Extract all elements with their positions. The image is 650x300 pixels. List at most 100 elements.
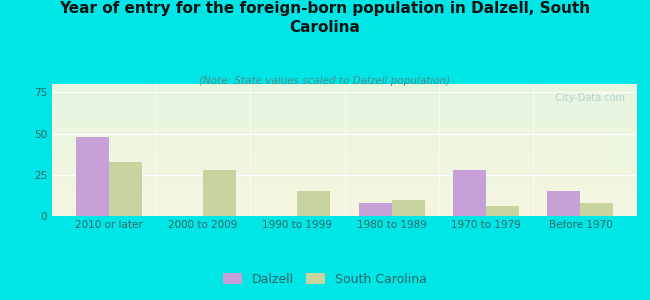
Bar [52,114,637,115]
Bar [52,104,637,105]
Bar [52,175,637,176]
Bar [52,214,637,215]
Bar [52,213,637,214]
Bar [52,202,637,203]
Bar [52,112,637,113]
Bar [52,195,637,196]
Bar [52,210,637,211]
Bar [52,102,637,103]
Bar [52,154,637,155]
Text: (Note: State values scaled to Dalzell population): (Note: State values scaled to Dalzell po… [200,76,450,86]
Bar [52,115,637,116]
Bar [52,179,637,180]
Bar [52,165,637,166]
Bar [52,172,637,173]
Bar [52,141,637,142]
Bar [52,86,637,87]
Bar [52,208,637,209]
Bar [52,204,637,205]
Bar [52,100,637,101]
Bar [52,184,637,185]
Bar [52,150,637,151]
Bar [52,145,637,146]
Bar [52,108,637,109]
Bar [52,176,637,177]
Bar [52,122,637,123]
Bar [52,149,637,150]
Bar [52,88,637,89]
Bar [52,105,637,106]
Bar [52,142,637,143]
Bar [52,118,637,119]
Bar [52,135,637,136]
Bar [52,181,637,182]
Bar [52,192,637,193]
Bar [52,170,637,171]
Bar [486,206,519,216]
Bar [52,124,637,125]
Bar [52,203,637,204]
Text: City-Data.com: City-Data.com [549,93,625,103]
Bar [52,187,637,188]
Bar [52,178,637,179]
Bar [52,155,637,156]
Bar [359,203,392,216]
Bar [52,92,637,93]
Bar [52,87,637,88]
Bar [52,191,637,192]
Bar [52,185,637,186]
Bar [52,183,637,184]
Bar [52,188,637,189]
Bar [52,132,637,133]
Bar [52,177,637,178]
Bar [52,151,637,152]
Text: Year of entry for the foreign-born population in Dalzell, South
Carolina: Year of entry for the foreign-born popul… [59,2,591,35]
Bar [52,89,637,90]
Bar [52,173,637,174]
Bar [52,131,637,132]
Bar [52,152,637,153]
Bar [52,196,637,197]
Bar [52,198,637,199]
Bar [52,106,637,107]
Bar [52,194,637,195]
Bar [52,98,637,99]
Bar [52,133,637,134]
Bar [52,215,637,216]
Bar [52,168,637,169]
Bar [52,96,637,97]
Bar [52,174,637,175]
Bar [52,146,637,147]
Bar [52,147,637,148]
Legend: Dalzell, South Carolina: Dalzell, South Carolina [218,268,432,291]
Bar [52,103,637,104]
Bar [52,126,637,127]
Bar [52,93,637,94]
Bar [52,163,637,164]
Bar [52,136,637,137]
Bar [547,191,580,216]
Bar [52,197,637,198]
Bar [75,137,109,216]
Bar [52,119,637,120]
Bar [52,162,637,163]
Bar [52,137,637,138]
Bar [52,206,637,207]
Bar [52,169,637,170]
Bar [52,113,637,114]
Bar [52,189,637,190]
Bar [297,191,330,216]
Bar [52,123,637,124]
Bar [52,128,637,129]
Bar [52,139,637,140]
Bar [52,95,637,96]
Bar [52,109,637,110]
Bar [52,90,637,91]
Bar [52,121,637,122]
Bar [52,110,637,111]
Bar [453,170,486,216]
Bar [52,99,637,100]
Bar [52,111,637,112]
Bar [52,201,637,202]
Bar [52,180,637,181]
